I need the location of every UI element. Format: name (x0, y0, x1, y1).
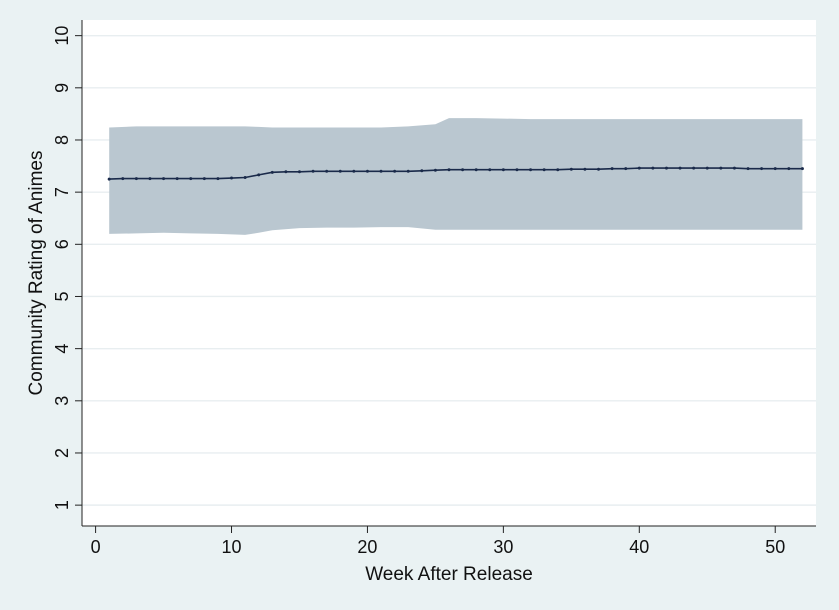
data-point-week-34 (556, 168, 560, 172)
data-point-week-2 (121, 177, 125, 181)
data-point-week-11 (243, 176, 247, 180)
data-point-week-35 (569, 167, 573, 171)
y-tick-label-7: 7 (52, 187, 72, 197)
y-tick-label-8: 8 (52, 135, 72, 145)
data-point-week-5 (162, 177, 166, 181)
data-point-week-25 (433, 168, 437, 172)
data-point-week-14 (284, 170, 288, 174)
x-tick-label-10: 10 (222, 537, 242, 557)
data-point-week-48 (746, 167, 750, 171)
data-point-week-16 (311, 169, 315, 173)
data-point-week-50 (773, 167, 777, 171)
y-axis-title: Community Rating of Animes (26, 151, 47, 396)
data-point-week-47 (732, 166, 736, 170)
data-point-week-45 (705, 166, 709, 170)
data-point-week-33 (542, 168, 546, 172)
x-tick-label-30: 30 (493, 537, 513, 557)
data-point-week-29 (488, 168, 492, 172)
data-point-week-19 (352, 169, 356, 173)
confidence-band (109, 118, 803, 235)
data-point-week-38 (610, 167, 614, 171)
data-point-week-23 (406, 169, 410, 173)
data-point-week-24 (420, 169, 424, 173)
data-point-week-26 (447, 168, 451, 172)
data-point-week-22 (393, 169, 397, 173)
x-tick-label-20: 20 (357, 537, 377, 557)
data-point-week-32 (529, 168, 533, 172)
data-point-week-41 (651, 166, 655, 170)
data-point-week-39 (624, 167, 628, 171)
data-point-week-4 (148, 177, 152, 181)
y-tick-label-1: 1 (52, 500, 72, 510)
data-point-week-51 (787, 167, 791, 171)
x-axis-ticks: 0 10 20 30 40 50 (91, 526, 785, 557)
x-tick-label-40: 40 (629, 537, 649, 557)
series-markers (107, 166, 804, 181)
data-point-week-9 (216, 177, 220, 181)
y-tick-label-6: 6 (52, 239, 72, 249)
data-point-week-15 (297, 170, 301, 174)
data-point-week-30 (501, 168, 505, 172)
x-tick-label-0: 0 (91, 537, 101, 557)
data-point-week-42 (664, 166, 668, 170)
data-point-week-20 (365, 169, 369, 173)
data-point-week-13 (270, 170, 274, 174)
plot-area (82, 20, 816, 526)
data-point-week-8 (202, 177, 206, 181)
data-point-week-12 (257, 173, 261, 177)
data-point-week-3 (134, 177, 138, 181)
data-point-week-21 (379, 169, 383, 173)
y-axis-ticks: 1 2 3 4 5 6 7 8 9 10 (52, 26, 82, 510)
series-line (109, 167, 803, 180)
data-point-week-36 (583, 167, 587, 171)
data-point-week-6 (175, 177, 179, 181)
data-point-week-49 (760, 167, 764, 171)
y-tick-label-4: 4 (52, 344, 72, 354)
x-axis-title: Week After Release (365, 564, 533, 585)
y-tick-label-3: 3 (52, 396, 72, 406)
data-point-week-43 (678, 166, 682, 170)
data-point-week-10 (230, 176, 234, 180)
data-point-week-46 (719, 166, 723, 170)
y-tick-label-2: 2 (52, 448, 72, 458)
data-point-week-44 (692, 166, 696, 170)
data-point-week-27 (461, 168, 465, 172)
data-point-week-17 (325, 169, 329, 173)
data-point-week-18 (338, 169, 342, 173)
x-tick-label-50: 50 (765, 537, 785, 557)
data-point-week-40 (637, 166, 641, 170)
data-point-week-52 (800, 167, 804, 171)
data-point-week-31 (515, 168, 519, 172)
y-tick-label-5: 5 (52, 291, 72, 301)
data-point-week-28 (474, 168, 478, 172)
data-point-week-37 (597, 167, 601, 171)
y-tick-label-9: 9 (52, 83, 72, 93)
data-point-week-7 (189, 177, 193, 181)
y-tick-label-10: 10 (52, 26, 72, 46)
data-point-week-1 (107, 177, 111, 181)
